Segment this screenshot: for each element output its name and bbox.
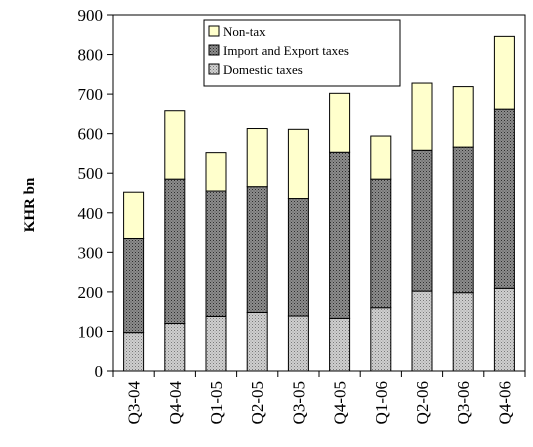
bar-segment-domestic-taxes [123, 332, 145, 372]
x-tick-label: Q3-05 [289, 381, 308, 424]
y-tick-label: 900 [78, 6, 104, 25]
y-tick-label: 500 [78, 164, 104, 183]
bar-segment-non-tax [452, 86, 474, 148]
plot-area: 0 100 200 300 400 500 600 700 800 900 Q3-04 Q4-04 Q1… [78, 6, 526, 424]
y-tick-label: 800 [78, 46, 104, 65]
legend-swatch [208, 63, 220, 75]
bar-segment-non-tax [370, 135, 392, 180]
bar-segment-non-tax [329, 92, 351, 153]
legend-label: Domestic taxes [223, 62, 303, 77]
bar-segment-non-tax [164, 110, 186, 180]
x-tick-label: Q1-06 [372, 381, 391, 424]
bar-segment-import-and-export-taxes [287, 198, 309, 317]
bar-segment-non-tax [493, 35, 515, 110]
bar-segment-import-and-export-taxes [205, 190, 227, 317]
bar-segment-domestic-taxes [411, 290, 433, 372]
x-tick-label: Q4-04 [166, 381, 185, 425]
y-tick-label: 0 [95, 362, 104, 381]
bar-segment-import-and-export-taxes [246, 186, 268, 313]
bar-segment-import-and-export-taxes [411, 149, 433, 292]
y-tick-label: 400 [78, 204, 104, 223]
bar-segment-import-and-export-taxes [164, 178, 186, 325]
x-tick-label: Q3-04 [125, 381, 144, 425]
bar-segment-domestic-taxes [329, 317, 351, 372]
x-tick-label: Q3-06 [454, 381, 473, 424]
bar-segment-import-and-export-taxes [123, 237, 145, 334]
bar-segment-import-and-export-taxes [329, 151, 351, 319]
bar-segment-domestic-taxes [370, 307, 392, 372]
bar-segment-non-tax [287, 128, 309, 200]
bar-segment-domestic-taxes [493, 287, 515, 372]
bar-segment-non-tax [123, 191, 145, 239]
bar-segment-non-tax [246, 128, 268, 188]
y-tick-label: 300 [78, 243, 104, 262]
x-tick-label: Q4-05 [331, 381, 350, 424]
bar-segment-domestic-taxes [164, 323, 186, 372]
legend-label: Import and Export taxes [223, 43, 349, 58]
bar-segment-non-tax [205, 152, 227, 192]
y-tick-label: 100 [78, 322, 104, 341]
legend-swatch [208, 25, 220, 37]
bar-segment-import-and-export-taxes [493, 108, 515, 289]
x-tick-label: Q4-06 [495, 381, 514, 424]
bar-segment-domestic-taxes [287, 315, 309, 372]
y-axis-title: KHR bn [22, 177, 38, 232]
legend-swatch [208, 44, 220, 56]
bar-segment-domestic-taxes [246, 311, 268, 372]
y-tick-label: 700 [78, 85, 104, 104]
bar-segment-domestic-taxes [452, 292, 474, 372]
bar-segment-import-and-export-taxes [452, 146, 474, 294]
bar-segment-import-and-export-taxes [370, 178, 392, 309]
bar-segment-domestic-taxes [205, 315, 227, 372]
x-tick-label: Q1-05 [207, 381, 226, 424]
x-tick-label: Q2-05 [248, 381, 267, 424]
y-tick-label: 600 [78, 125, 104, 144]
y-tick-label: 200 [78, 283, 104, 302]
legend-label: Non-tax [223, 24, 266, 39]
bar-segment-non-tax [411, 82, 433, 151]
x-tick-label: Q2-06 [413, 381, 432, 424]
legend: Non-tax Import and Export taxes Domestic t… [203, 19, 401, 87]
legend-box [203, 19, 401, 87]
